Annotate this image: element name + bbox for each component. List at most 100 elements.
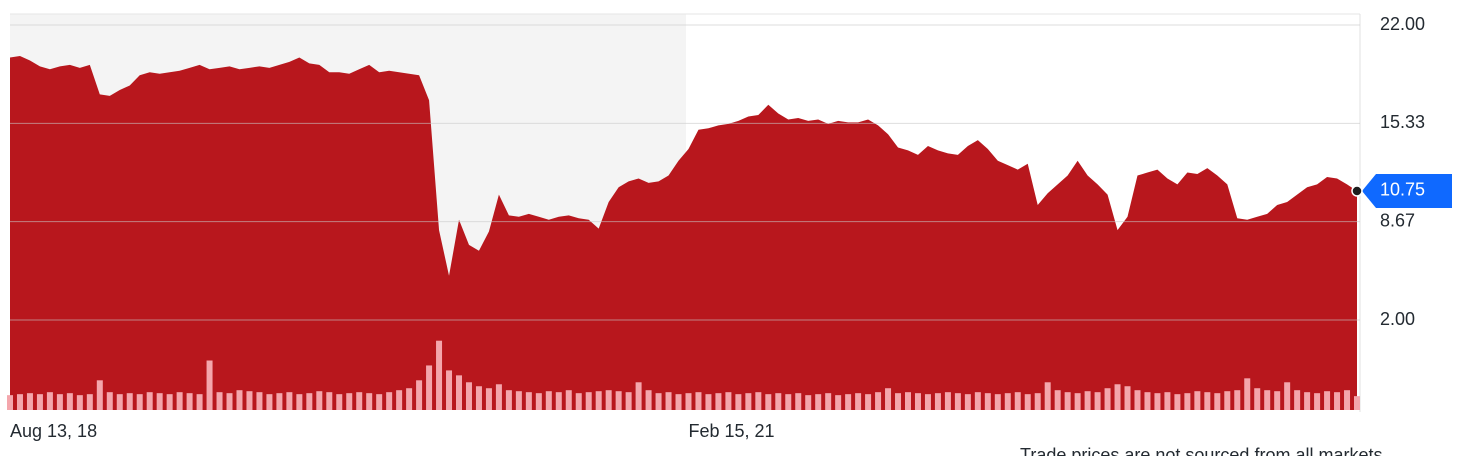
volume-bar <box>1234 390 1241 410</box>
volume-bar <box>954 393 961 410</box>
volume-bar <box>765 394 772 410</box>
volume-bar <box>1174 394 1181 410</box>
volume-bar <box>246 391 253 410</box>
volume-bar <box>1154 393 1161 410</box>
x-tick-label: Feb 15, 21 <box>688 421 774 441</box>
volume-bar <box>1094 392 1101 410</box>
volume-bar <box>1074 393 1081 410</box>
volume-bar <box>96 380 103 410</box>
volume-bar <box>505 390 512 410</box>
volume-bar <box>86 394 93 410</box>
volume-bar <box>745 393 752 410</box>
x-tick-label: Aug 13, 18 <box>10 421 97 441</box>
volume-bar <box>1244 378 1251 410</box>
volume-bar <box>66 393 73 410</box>
volume-bar <box>615 391 622 410</box>
y-tick-label: 8.67 <box>1380 210 1415 230</box>
volume-bar <box>515 391 522 410</box>
volume-bar <box>1144 392 1151 410</box>
volume-bar <box>605 390 612 410</box>
volume-bar <box>934 393 941 410</box>
volume-bar <box>286 392 293 410</box>
volume-bar <box>1264 390 1271 410</box>
volume-bar <box>695 392 702 410</box>
volume-bar <box>386 392 393 410</box>
volume-bar <box>595 391 602 410</box>
volume-bar <box>835 395 842 410</box>
footnote: Trade prices are not sourced from all ma… <box>1020 445 1382 456</box>
volume-bar <box>1224 391 1231 410</box>
volume-bar <box>366 393 373 410</box>
volume-bar <box>924 394 931 410</box>
volume-bar <box>1134 390 1141 410</box>
volume-bar <box>1354 396 1360 410</box>
volume-bar <box>805 395 812 410</box>
volume-bar <box>116 394 123 410</box>
volume-bar <box>7 395 13 410</box>
volume-bar <box>446 370 453 410</box>
volume-bar <box>256 392 263 410</box>
volume-bar <box>16 394 23 410</box>
volume-bar <box>815 394 822 410</box>
volume-bar <box>1334 392 1341 410</box>
volume-bar <box>1194 391 1201 410</box>
volume-bar <box>1124 386 1131 410</box>
volume-bar <box>565 390 572 410</box>
volume-bar <box>585 392 592 410</box>
volume-bar <box>785 394 792 410</box>
volume-bar <box>26 393 33 410</box>
volume-bar <box>865 394 872 410</box>
volume-bar <box>376 394 383 410</box>
volume-bar <box>1294 390 1301 410</box>
volume-bar <box>775 393 782 410</box>
volume-bar <box>555 392 562 410</box>
volume-bar <box>974 392 981 410</box>
volume-bar <box>106 392 113 410</box>
volume-bar <box>625 392 632 410</box>
volume-bar <box>226 393 233 410</box>
volume-bar <box>964 394 971 410</box>
volume-bar <box>1254 388 1261 410</box>
last-point <box>1351 185 1363 197</box>
volume-bar <box>76 395 83 410</box>
volume-bar <box>276 393 283 410</box>
volume-bar <box>206 360 213 410</box>
volume-bar <box>755 392 762 410</box>
volume-bar <box>126 393 133 410</box>
volume-bar <box>1344 390 1351 410</box>
volume-bar <box>795 393 802 410</box>
volume-bar <box>525 392 532 410</box>
volume-bar <box>136 394 143 410</box>
volume-bar <box>1114 384 1121 410</box>
y-tick-label: 22.00 <box>1380 14 1425 34</box>
volume-bar <box>495 384 502 410</box>
volume-bar <box>715 393 722 410</box>
volume-bar <box>36 394 43 410</box>
volume-bar <box>306 393 313 410</box>
volume-bar <box>944 392 951 410</box>
volume-bar <box>406 388 413 410</box>
volume-bar <box>1184 393 1191 410</box>
volume-bar <box>216 392 223 410</box>
volume-bar <box>196 394 203 410</box>
volume-bar <box>336 394 343 410</box>
volume-bar <box>266 394 273 410</box>
volume-bar <box>146 392 153 410</box>
volume-bar <box>655 393 662 410</box>
volume-bar <box>635 382 642 410</box>
volume-bar <box>316 391 323 410</box>
volume-bar <box>1004 393 1011 410</box>
volume-bar <box>885 388 892 410</box>
volume-bar <box>156 393 163 410</box>
volume-bar <box>236 390 243 410</box>
volume-bar <box>436 340 443 410</box>
volume-bar <box>645 390 652 410</box>
volume-bar <box>675 394 682 410</box>
volume-bar <box>1274 391 1281 410</box>
volume-bar <box>1324 391 1331 410</box>
volume-bar <box>485 388 492 410</box>
volume-bar <box>426 365 433 410</box>
volume-bar <box>346 393 353 410</box>
volume-bar <box>725 392 732 410</box>
